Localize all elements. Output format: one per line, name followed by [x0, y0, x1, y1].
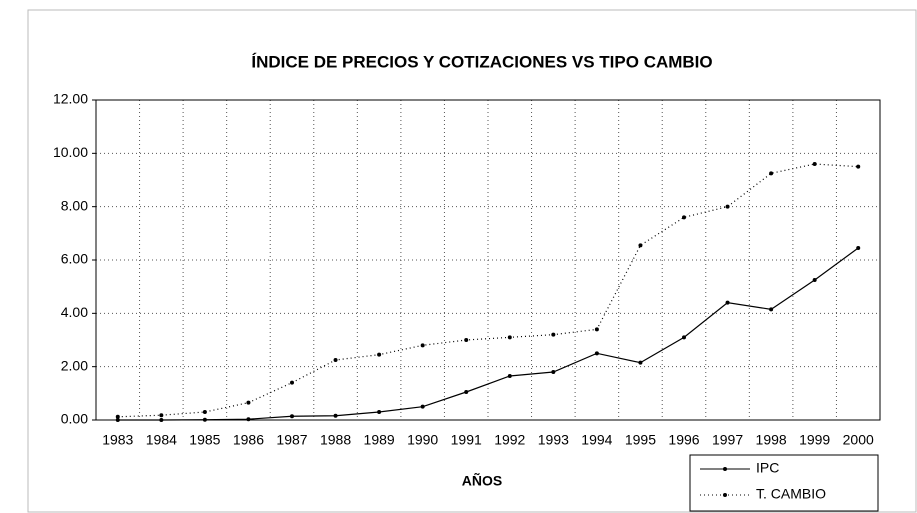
point: [812, 162, 817, 166]
chart-title: ÍNDICE DE PRECIOS Y COTIZACIONES VS TIPO…: [251, 52, 712, 71]
x-tick-label: 1986: [233, 432, 264, 448]
y-tick-label: 10.00: [53, 144, 88, 160]
point: [333, 358, 338, 362]
x-tick-label: 1990: [407, 432, 438, 448]
point: [682, 335, 686, 340]
series-line: [117, 247, 859, 421]
point: [638, 360, 643, 365]
legend-box: [689, 454, 879, 512]
point: [594, 351, 599, 356]
point: [725, 300, 730, 305]
x-tick-label: 1987: [276, 432, 307, 448]
point: [377, 410, 382, 414]
point: [464, 338, 469, 342]
point: [246, 400, 251, 405]
y-tick-label: 8.00: [61, 197, 88, 213]
legend-label: T. CAMBIO: [756, 486, 826, 502]
point: [682, 215, 686, 220]
point: [507, 374, 512, 378]
x-tick-label: 1994: [581, 432, 612, 448]
point: [333, 413, 338, 418]
point: [769, 307, 774, 312]
point: [420, 343, 425, 348]
point: [638, 243, 643, 248]
series-line: [117, 163, 859, 418]
x-tick-label: 1983: [102, 432, 133, 448]
y-tick-label: 2.00: [61, 357, 88, 373]
point: [202, 410, 207, 414]
x-tick-label: 1998: [756, 432, 787, 448]
x-axis-title: AÑOS: [462, 472, 502, 489]
x-tick-label: 1984: [146, 432, 177, 448]
point: [290, 380, 294, 385]
x-tick-label: 1991: [451, 432, 482, 448]
x-tick-label: 1989: [364, 432, 395, 448]
point: [594, 327, 599, 332]
x-tick-label: 2000: [843, 432, 874, 448]
point: [377, 352, 382, 357]
x-tick-label: 1988: [320, 432, 351, 448]
y-tick-label: 0.00: [61, 411, 88, 427]
chart-frame: [27, 9, 917, 513]
x-tick-label: 1999: [799, 432, 830, 448]
point: [115, 418, 120, 422]
x-tick-label: 1995: [625, 432, 656, 448]
point: [812, 278, 817, 282]
point: [551, 370, 556, 374]
point: [551, 332, 556, 337]
y-tick-label: 4.00: [61, 304, 88, 320]
x-tick-label: 1992: [494, 432, 525, 448]
point: [856, 164, 861, 169]
point: [420, 404, 425, 409]
legend-marker: [723, 467, 727, 471]
x-tick-label: 1993: [538, 432, 569, 448]
y-tick-label: 6.00: [61, 251, 88, 267]
point: [246, 417, 251, 422]
legend-label: IPC: [756, 460, 779, 476]
legend-marker: [723, 493, 727, 497]
point: [159, 413, 164, 418]
point: [725, 204, 730, 209]
y-tick-label: 12.00: [53, 91, 88, 107]
point: [769, 171, 774, 176]
x-tick-label: 1997: [712, 432, 743, 448]
point: [856, 246, 861, 250]
point: [115, 414, 120, 419]
point: [290, 414, 294, 419]
point: [507, 335, 512, 340]
point: [202, 417, 207, 422]
x-tick-label: 1996: [668, 432, 699, 448]
point: [464, 390, 469, 394]
x-tick-label: 1985: [189, 432, 220, 448]
plot-area: [95, 99, 881, 421]
point: [159, 418, 164, 422]
